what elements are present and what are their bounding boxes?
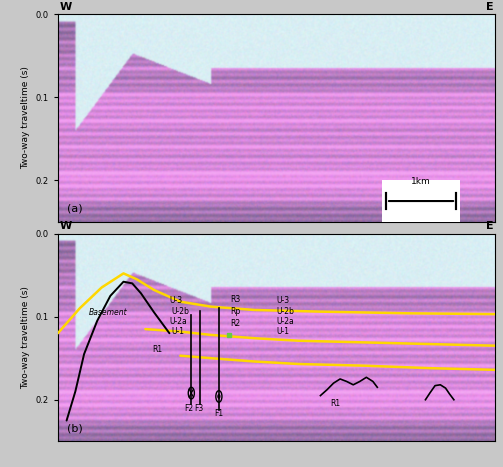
- Text: U-2a: U-2a: [277, 317, 294, 326]
- Text: W: W: [60, 2, 72, 12]
- Y-axis label: Two-way traveltime (s): Two-way traveltime (s): [21, 66, 30, 170]
- Text: U-1: U-1: [172, 327, 185, 336]
- Text: E: E: [485, 2, 493, 12]
- Text: (a): (a): [66, 204, 82, 213]
- Circle shape: [218, 395, 220, 398]
- Text: U-1: U-1: [277, 327, 290, 336]
- Text: R2: R2: [231, 319, 241, 328]
- Text: F3: F3: [195, 403, 204, 412]
- Text: Basement: Basement: [89, 308, 127, 317]
- FancyBboxPatch shape: [382, 180, 460, 226]
- Text: U-2a: U-2a: [170, 317, 187, 326]
- Text: U-3: U-3: [170, 297, 183, 305]
- Text: U-3: U-3: [277, 297, 290, 305]
- Text: F1: F1: [214, 410, 223, 418]
- Text: R3: R3: [231, 296, 241, 304]
- Text: W: W: [60, 221, 72, 232]
- Y-axis label: Two-way traveltime (s): Two-way traveltime (s): [21, 286, 30, 389]
- Text: U-2b: U-2b: [172, 307, 190, 316]
- Text: U-2b: U-2b: [277, 307, 295, 316]
- Text: Rp: Rp: [231, 307, 241, 316]
- Text: (b): (b): [66, 423, 82, 433]
- Text: E: E: [485, 221, 493, 232]
- Text: R1: R1: [152, 346, 162, 354]
- Text: R1: R1: [330, 398, 341, 408]
- Text: F2: F2: [185, 403, 194, 412]
- Text: 1km: 1km: [411, 177, 431, 186]
